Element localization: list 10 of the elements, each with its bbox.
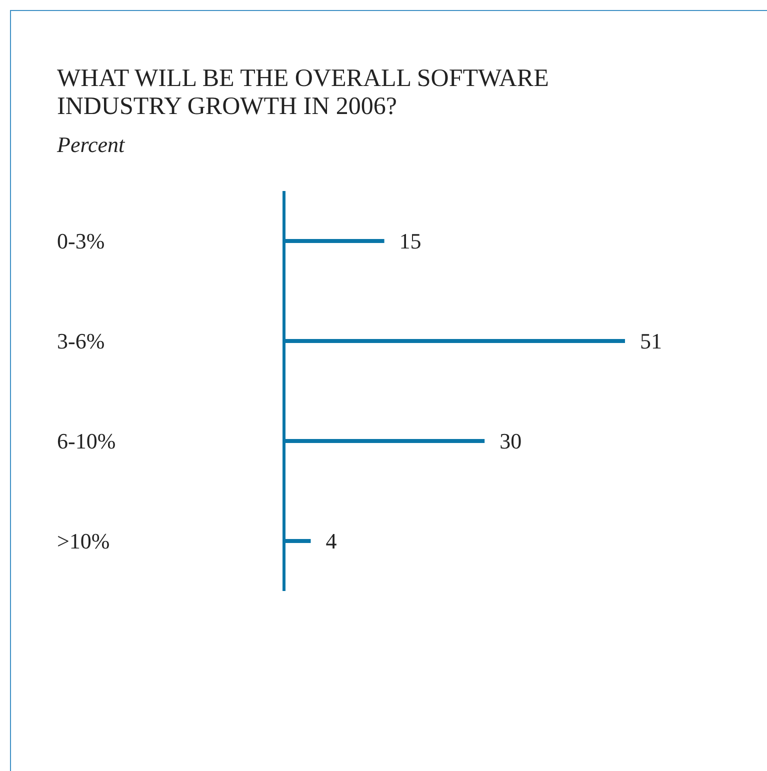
data-label: 30 xyxy=(500,428,522,454)
data-label: 4 xyxy=(326,528,337,554)
y-tick-label: 6-10% xyxy=(57,428,116,454)
data-label: 51 xyxy=(640,328,662,354)
text: Percent xyxy=(56,132,126,157)
data-label: 15 xyxy=(399,228,422,254)
y-tick-label: 3-6% xyxy=(57,328,105,354)
y-tick-label: >10% xyxy=(57,528,110,554)
chart-title: WHAT WILL BE THE OVERALL SOFTWARE INDUSTRY GROWTH IN 2006? xyxy=(57,65,549,120)
y-tick-label: 0-3% xyxy=(57,228,105,254)
